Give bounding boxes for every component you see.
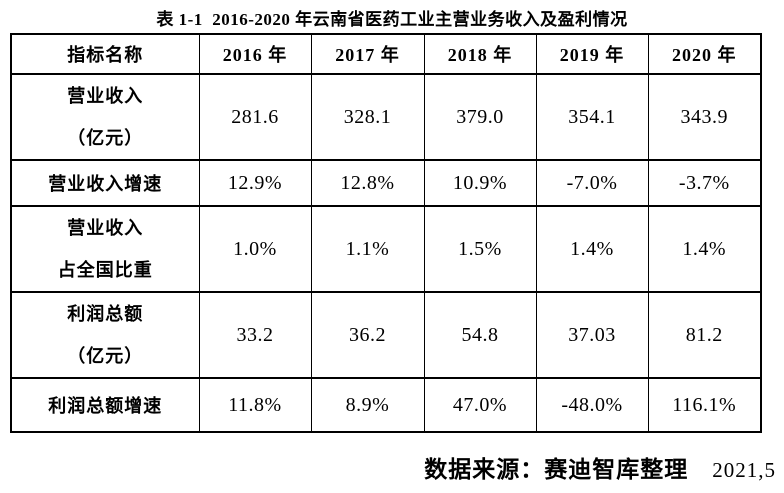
table-cell: 36.2 [310,291,425,379]
table-cell: 1.1% [310,205,425,293]
source-date: 2021,5 [712,458,776,482]
table-cell: 10.9% [423,159,537,207]
table-cell: -48.0% [535,377,649,433]
table-cell: 379.0 [423,73,537,161]
table-cell: 1.0% [198,205,312,293]
table-cell: 1.5% [423,205,537,293]
source-line: 数据来源：赛迪智库整理 2021,5 [0,450,784,484]
table-cell: 1.4% [535,205,649,293]
table-row-total-profit: 利润总额 （亿元） 33.2 36.2 54.8 37.03 81.2 [10,291,762,379]
row-label-national-share: 营业收入 占全国比重 [10,205,200,293]
data-source-label: 数据来源：赛迪智库整理 [424,457,689,482]
table-header-row: 指标名称 2016 年 2017 年 2018 年 2019 年 2020 年 [10,33,762,75]
table-cell: 328.1 [310,73,425,161]
table-row-national-share: 营业收入 占全国比重 1.0% 1.1% 1.5% 1.4% 1.4% [10,205,762,293]
table-cell: 54.8 [423,291,537,379]
row-label-total-profit: 利润总额 （亿元） [10,291,200,379]
row-label-profit-growth: 利润总额增速 [10,377,200,433]
table-cell: 47.0% [423,377,537,433]
table-row-profit-growth: 利润总额增速 11.8% 8.9% 47.0% -48.0% 116.1% [10,377,762,433]
table-cell: 8.9% [310,377,425,433]
table-cell: 12.9% [198,159,312,207]
row-label-operating-revenue: 营业收入 （亿元） [10,73,200,161]
row-label-line1: 营业收入增速 [48,174,163,194]
column-header-2017: 2017 年 [310,33,425,75]
table-cell: -7.0% [535,159,649,207]
table-title: 表 1-1 2016-2020 年云南省医药工业主营业务收入及盈利情况 [156,10,628,29]
revenue-profit-table: 指标名称 2016 年 2017 年 2018 年 2019 年 2020 年 … [10,33,762,433]
column-header-2016: 2016 年 [198,33,312,75]
row-label-line2: （亿元） [67,346,144,366]
table-cell: 116.1% [647,377,762,433]
table-row-revenue-growth: 营业收入增速 12.9% 12.8% 10.9% -7.0% -3.7% [10,159,762,207]
table-cell: 343.9 [647,73,762,161]
row-label-line1: 利润总额增速 [48,396,163,416]
row-label-line1: 营业收入 [67,86,144,106]
table-cell: 11.8% [198,377,312,433]
table-cell: 281.6 [198,73,312,161]
row-label-line1: 利润总额 [67,304,144,324]
row-label-line1: 营业收入 [67,218,144,238]
table-cell: 37.03 [535,291,649,379]
column-header-2018: 2018 年 [423,33,537,75]
table-row-operating-revenue: 营业收入 （亿元） 281.6 328.1 379.0 354.1 343.9 [10,73,762,161]
row-label-line2: 占全国比重 [57,260,153,280]
table-cell: 12.8% [310,159,425,207]
table-cell: 354.1 [535,73,649,161]
table-cell: 81.2 [647,291,762,379]
table-cell: 33.2 [198,291,312,379]
table-cell: -3.7% [647,159,762,207]
row-label-revenue-growth: 营业收入增速 [10,159,200,207]
column-header-2019: 2019 年 [535,33,649,75]
column-header-2020: 2020 年 [647,33,762,75]
column-header-indicator: 指标名称 [10,33,200,75]
table-cell: 1.4% [647,205,762,293]
row-label-line2: （亿元） [67,128,144,148]
